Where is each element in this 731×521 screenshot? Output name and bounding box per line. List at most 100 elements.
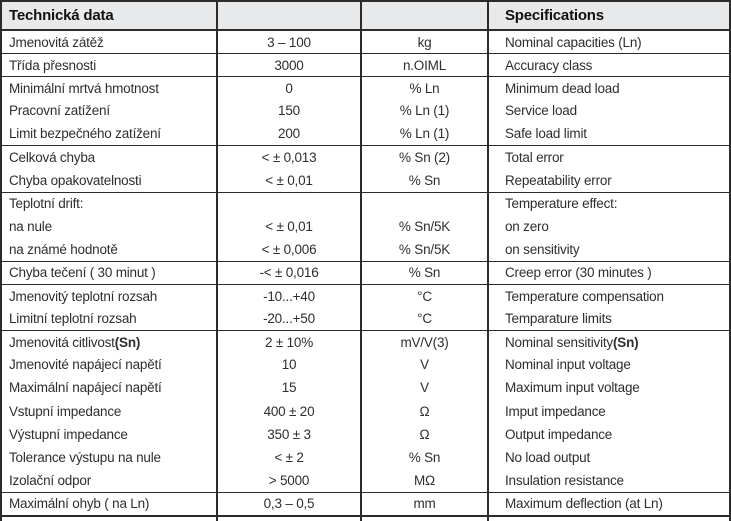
unit-text: % Sn/5K — [398, 218, 451, 234]
table-row: na nule < ± 0,01 % Sn/5K on zero — [2, 214, 729, 238]
row-value: 3 – 100 — [216, 31, 360, 54]
row-label-czech: Chyba tečení ( 30 minut ) — [2, 262, 216, 284]
row-label-english: Repeatability error — [487, 168, 729, 192]
value-text: 15 — [281, 380, 297, 396]
value-text: 2 ± 10% — [264, 334, 314, 350]
unit-text: MΩ — [414, 472, 435, 488]
unit-text: n.OIML — [402, 57, 447, 73]
bottom-cell — [360, 516, 487, 521]
unit-text: °C — [417, 288, 432, 304]
row-value: 10 — [216, 353, 360, 377]
value-text: 400 ± 20 — [263, 403, 315, 419]
row-label-english: Maximum input voltage — [487, 376, 729, 400]
value-text: 0,3 – 0,5 — [263, 496, 315, 512]
table-bottom-edge — [2, 514, 729, 521]
header-value-column — [216, 2, 360, 29]
value-text: 200 — [278, 126, 300, 142]
row-value — [216, 192, 360, 215]
row-label-english: Output impedance — [487, 422, 729, 446]
czech-label-text: Maximální napájecí napětí — [9, 380, 162, 396]
row-label-czech: Limitní teplotní rozsah — [2, 307, 216, 330]
english-label-text: Minimum dead load — [505, 80, 620, 96]
row-label-english: on zero — [487, 214, 729, 238]
table-row: Vstupní impedance 400 ± 20 Ω Imput imped… — [2, 399, 729, 423]
row-unit: °C — [360, 307, 487, 331]
row-value: < ± 2 — [216, 445, 360, 469]
row-label-czech: Teplotní drift: — [2, 193, 216, 215]
value-text: 10 — [281, 357, 297, 373]
row-value: 150 — [216, 99, 360, 123]
english-label-text: Temperature effect: — [505, 196, 618, 212]
bottom-cell — [487, 516, 729, 521]
table-row: na známé hodnotě < ± 0,006 % Sn/5K on se… — [2, 237, 729, 261]
table-row: Třída přesnosti 3000 n.OIML Accuracy cla… — [2, 53, 729, 77]
table-row: Maximální ohyb ( na Ln) 0,3 – 0,5 mm Max… — [2, 491, 729, 515]
table-row: Tolerance výstupu na nule < ± 2 % Sn No … — [2, 445, 729, 469]
row-label-english: Temparature limits — [487, 307, 729, 331]
row-unit: % Sn — [360, 168, 487, 192]
row-value: 15 — [216, 376, 360, 400]
table-row: Celková chyba < ± 0,013 % Sn (2) Total e… — [2, 145, 729, 169]
row-label-czech: Třída přesnosti — [2, 54, 216, 76]
table-row: Maximální napájecí napětí 15 V Maximum i… — [2, 376, 729, 400]
english-label-text: Service load — [505, 103, 577, 119]
english-label-bold-text: (Sn) — [612, 334, 639, 350]
row-label-czech: Jmenovitá zátěž — [2, 31, 216, 53]
row-unit: % Sn — [360, 261, 487, 285]
value-text: < ± 2 — [274, 449, 304, 465]
unit-text: Ω — [419, 403, 430, 419]
row-value: 0,3 – 0,5 — [216, 492, 360, 515]
row-unit: % Sn/5K — [360, 214, 487, 238]
czech-label-text: na známé hodnotě — [9, 241, 118, 257]
english-label-text: Imput impedance — [505, 403, 606, 419]
table-row: Jmenovité napájecí napětí 10 V Nominal i… — [2, 353, 729, 377]
row-label-czech: Pracovní zatížení — [2, 99, 216, 122]
row-label-english: Temperature effect: — [487, 192, 729, 215]
table-row: Jmenovitá citlivost (Sn) 2 ± 10% mV/V(3)… — [2, 330, 729, 354]
row-value: < ± 0,01 — [216, 168, 360, 192]
row-label-english: Nominal capacities (Ln) — [487, 31, 729, 54]
value-text: 150 — [278, 103, 300, 119]
row-label-czech: na známé hodnotě — [2, 238, 216, 261]
value-text: > 5000 — [268, 472, 310, 488]
value-text: 3 – 100 — [267, 34, 311, 50]
row-label-english: Total error — [487, 146, 729, 169]
czech-label-text: Maximální ohyb ( na Ln) — [9, 496, 150, 512]
row-label-english: No load output — [487, 445, 729, 469]
czech-label-text: Třída přesnosti — [9, 57, 97, 73]
row-label-english: on sensitivity — [487, 237, 729, 261]
english-label-text: Maximum deflection (at Ln) — [505, 496, 663, 512]
value-text: -< ± 0,016 — [259, 265, 319, 281]
unit-text: kg — [417, 34, 432, 50]
unit-text: % Sn — [408, 449, 441, 465]
czech-label-bold-text: (Sn) — [114, 334, 141, 350]
czech-label-text: Jmenovitý teplotní rozsah — [9, 288, 158, 304]
english-label-text: Maximum input voltage — [505, 380, 640, 396]
czech-label-text: Tolerance výstupu na nule — [9, 449, 161, 465]
czech-label-text: Vstupní impedance — [9, 403, 122, 419]
row-label-english: Safe load limit — [487, 122, 729, 146]
row-label-english: Nominal sensitivity (Sn) — [487, 331, 729, 354]
row-unit: % Ln — [360, 77, 487, 100]
value-text: 3000 — [274, 57, 304, 73]
row-label-english: Temperature compensation — [487, 285, 729, 308]
row-value: < ± 0,006 — [216, 237, 360, 261]
table-body: Jmenovitá zátěž 3 – 100 kg Nominal capac… — [2, 30, 729, 515]
table-row: Izolační odpor > 5000 MΩ Insulation resi… — [2, 468, 729, 492]
header-english-title: Specifications — [487, 2, 729, 29]
row-label-czech: na nule — [2, 215, 216, 238]
czech-label-text: Chyba opakovatelnosti — [9, 172, 142, 188]
english-label-text: Nominal capacities (Ln) — [505, 34, 642, 50]
czech-label-text: Limitní teplotní rozsah — [9, 311, 137, 327]
unit-text: % Sn/5K — [398, 241, 451, 257]
row-label-czech: Jmenovité napájecí napětí — [2, 353, 216, 376]
table-row: Limitní teplotní rozsah -20...+50 °C Tem… — [2, 307, 729, 331]
english-label-text: Nominal input voltage — [505, 357, 631, 373]
unit-text: °C — [417, 311, 432, 327]
row-value: -20...+50 — [216, 307, 360, 331]
row-label-english: Imput impedance — [487, 399, 729, 423]
row-unit — [360, 192, 487, 215]
english-label-text: No load output — [505, 449, 591, 465]
unit-text: Ω — [419, 426, 430, 442]
